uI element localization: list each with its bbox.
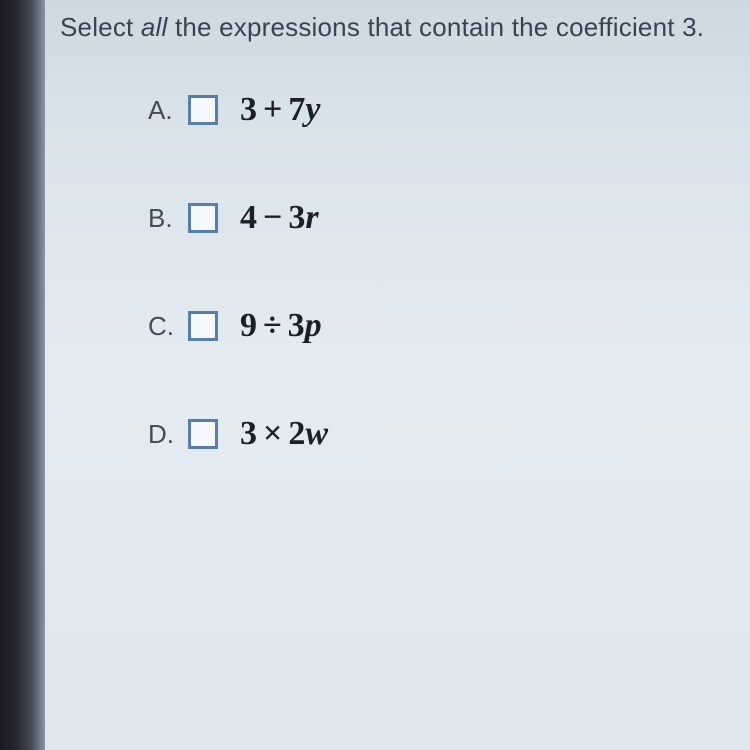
option-b-var: r bbox=[305, 199, 318, 236]
question-pre: Select bbox=[60, 12, 141, 42]
option-d-n2: 2 bbox=[288, 415, 305, 452]
option-d-letter: D. bbox=[148, 419, 188, 450]
option-b-n1: 4 bbox=[240, 199, 257, 236]
option-d-var: w bbox=[305, 415, 328, 452]
option-a-expression: 3+7y bbox=[240, 91, 320, 129]
option-d-row: D. 3×2w bbox=[148, 415, 740, 453]
option-c-expression: 9÷3p bbox=[240, 307, 322, 345]
option-a-var: y bbox=[305, 91, 320, 128]
question-text: Select all the expressions that contain … bbox=[60, 12, 740, 43]
option-a-row: A. 3+7y bbox=[148, 91, 740, 129]
option-d-op: × bbox=[257, 415, 288, 452]
option-b-op: − bbox=[257, 199, 288, 236]
question-ital: all bbox=[141, 12, 168, 42]
question-post: the expressions that contain the coeffic… bbox=[168, 12, 705, 42]
option-d-checkbox[interactable] bbox=[188, 419, 218, 449]
option-a-letter: A. bbox=[148, 95, 188, 126]
option-a-checkbox[interactable] bbox=[188, 95, 218, 125]
option-b-n2: 3 bbox=[288, 199, 305, 236]
option-c-var: p bbox=[305, 307, 322, 344]
option-c-row: C. 9÷3p bbox=[148, 307, 740, 345]
option-c-op: ÷ bbox=[257, 307, 288, 344]
option-a-op: + bbox=[257, 91, 288, 128]
option-d-expression: 3×2w bbox=[240, 415, 328, 453]
option-a-n2: 7 bbox=[288, 91, 305, 128]
option-b-expression: 4−3r bbox=[240, 199, 319, 237]
question-container: Select all the expressions that contain … bbox=[60, 12, 740, 523]
option-b-checkbox[interactable] bbox=[188, 203, 218, 233]
option-b-row: B. 4−3r bbox=[148, 199, 740, 237]
option-c-checkbox[interactable] bbox=[188, 311, 218, 341]
options-list: A. 3+7y B. 4−3r C. 9÷3p D. 3×2w bbox=[148, 91, 740, 453]
option-b-letter: B. bbox=[148, 203, 188, 234]
option-c-n2: 3 bbox=[288, 307, 305, 344]
option-c-n1: 9 bbox=[240, 307, 257, 344]
option-a-n1: 3 bbox=[240, 91, 257, 128]
screen-bezel bbox=[0, 0, 45, 750]
option-d-n1: 3 bbox=[240, 415, 257, 452]
option-c-letter: C. bbox=[148, 311, 188, 342]
